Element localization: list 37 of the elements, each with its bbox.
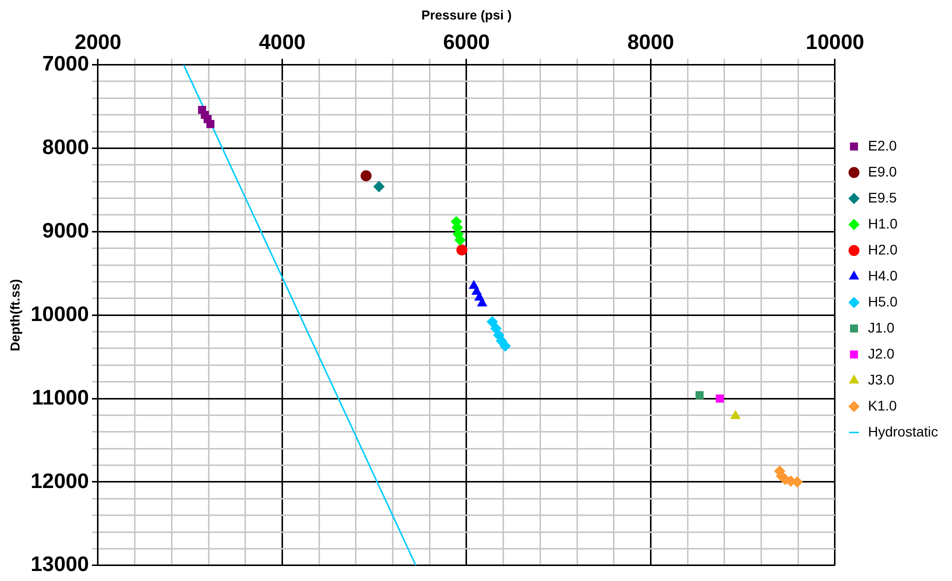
- point: [716, 394, 724, 403]
- point: [490, 322, 502, 334]
- point: [696, 391, 704, 400]
- y-tick-label: 11000: [32, 386, 89, 410]
- x-tick-label: 8000: [627, 30, 674, 54]
- x-axis-title: Pressure (psi ): [421, 7, 512, 22]
- legend-label: H5.0: [868, 293, 898, 310]
- x-tick-label: 4000: [258, 30, 306, 54]
- point: [500, 340, 511, 352]
- legend-label: E2.0: [868, 137, 897, 154]
- y-tick-label: 13000: [30, 553, 89, 576]
- x-tick-label: 2000: [74, 30, 122, 54]
- point: [456, 244, 468, 256]
- y-tick-label: 8000: [42, 136, 89, 160]
- legend-label: H1.0: [868, 215, 898, 232]
- legend-label: H4.0: [868, 267, 898, 284]
- point: [730, 410, 740, 420]
- y-tick-label: 12000: [30, 470, 89, 493]
- legend-label: Hydrostatic: [868, 423, 938, 440]
- y-tick-label: 7000: [42, 52, 89, 76]
- legend-label: H2.0: [868, 241, 898, 258]
- legend-label: J2.0: [868, 345, 895, 362]
- point: [373, 181, 384, 192]
- y-axis-title: Depth(ft.ss): [7, 278, 22, 352]
- point: [206, 120, 214, 128]
- legend-label: J3.0: [868, 371, 895, 388]
- y-tick-label: 9000: [42, 219, 89, 242]
- point: [454, 234, 466, 246]
- legend-label: E9.0: [868, 163, 897, 180]
- point: [486, 316, 498, 328]
- legend-label: E9.5: [868, 189, 897, 206]
- y-tick-label: 10000: [30, 302, 89, 326]
- x-tick-label: 10000: [806, 30, 864, 54]
- legend-label: K1.0: [868, 397, 897, 414]
- legend-label: J1.0: [868, 319, 895, 336]
- x-tick-label: 6000: [443, 30, 490, 54]
- point: [360, 170, 372, 182]
